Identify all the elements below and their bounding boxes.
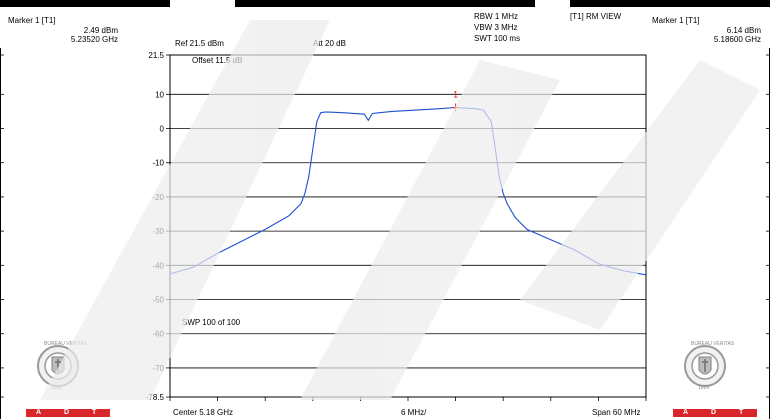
swt-label: SWT 100 ms bbox=[474, 34, 521, 43]
adt-letter-d: D bbox=[711, 409, 717, 416]
adt-letter-a: A bbox=[36, 409, 42, 416]
y-tick-label: -20 bbox=[152, 193, 164, 202]
x-tick-marks bbox=[169, 397, 647, 401]
right-panel-stub bbox=[766, 48, 770, 419]
y-tick-labels: 21.5 10 0 -10 -20 -30 -40 -50 -60 -70 -78.5 bbox=[146, 51, 165, 402]
y-tick-label: -78.5 bbox=[146, 393, 165, 402]
bureau-veritas-logo-right bbox=[683, 340, 727, 399]
freq-per-div-label: 6 MHz/ bbox=[401, 408, 427, 417]
y-tick-label: -10 bbox=[152, 159, 164, 168]
trace-line bbox=[169, 106, 647, 276]
offset-label: Offset 11.5 dB bbox=[192, 56, 243, 65]
y-tick-label: -30 bbox=[152, 227, 164, 236]
adt-letter-a: A bbox=[683, 409, 689, 416]
right-marker-title: Marker 1 [T1] bbox=[652, 16, 700, 25]
logo-year-right: 1828 bbox=[698, 385, 710, 391]
y-tick-label: 10 bbox=[155, 90, 164, 99]
chart-grid bbox=[166, 54, 647, 398]
span-label: Span 60 MHz bbox=[592, 408, 641, 417]
marker-label: 1 bbox=[453, 90, 458, 100]
adt-letter-t: T bbox=[739, 409, 744, 416]
top-band bbox=[0, 0, 770, 12]
logo-ring-text-left: BUREAU VERITAS bbox=[44, 341, 88, 347]
adt-letter-t: T bbox=[92, 409, 97, 416]
center-freq-label: Center 5.18 GHz bbox=[173, 408, 234, 417]
y-tick-label: 0 bbox=[160, 125, 165, 134]
y-tick-label: 21.5 bbox=[148, 51, 164, 60]
plot-frame bbox=[169, 54, 647, 398]
y-tick-label: -40 bbox=[152, 261, 164, 270]
y-tick-label: -60 bbox=[152, 330, 164, 339]
left-panel-stub bbox=[0, 48, 4, 419]
adt-band-left: A D T bbox=[26, 409, 110, 417]
y-tick-label: -50 bbox=[152, 296, 164, 305]
right-marker-level: 6.14 dBm bbox=[726, 26, 761, 35]
vbw-label: VBW 3 MHz bbox=[474, 23, 518, 32]
adt-letter-d: D bbox=[64, 409, 70, 416]
logo-year-left: 1828 bbox=[51, 385, 63, 391]
trace-layer bbox=[169, 106, 647, 276]
left-marker-title: Marker 1 [T1] bbox=[8, 16, 56, 25]
trace-mode-label: [T1] RM VIEW bbox=[570, 12, 622, 21]
y-tick-label: -70 bbox=[152, 364, 164, 373]
rbw-label: RBW 1 MHz bbox=[474, 12, 518, 21]
adt-band-right: A D T bbox=[673, 409, 757, 417]
sweep-count-label: SWP 100 of 100 bbox=[182, 318, 241, 327]
logo-ring-text-right: BUREAU VERITAS bbox=[691, 341, 735, 347]
right-marker-freq: 5.18600 GHz bbox=[713, 35, 761, 44]
